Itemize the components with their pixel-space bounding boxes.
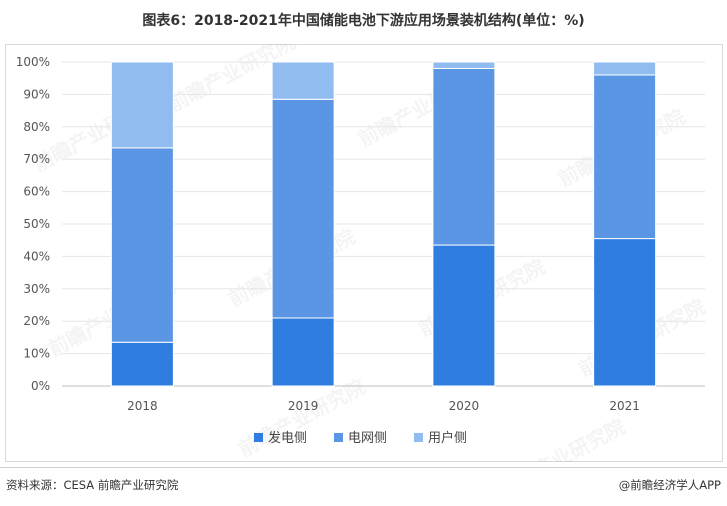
chart-svg: 前瞻产业研究院前瞻产业研究院前瞻产业研究院前瞻产业研究院前瞻产业研究院前瞻产业研… (16, 44, 709, 462)
x-tick-label: 2021 (609, 399, 640, 413)
y-tick-label: 100% (16, 55, 50, 69)
y-tick-label: 50% (23, 217, 50, 231)
legend-item: 电网侧 (334, 431, 387, 446)
bar-segment (593, 61, 657, 76)
legend-swatch (254, 433, 263, 442)
credit-note: @前瞻经济学人APP (618, 478, 721, 492)
legend-swatch (414, 433, 423, 442)
y-tick-label: 60% (23, 185, 50, 199)
y-tick-label: 90% (23, 87, 50, 101)
y-tick-label: 40% (23, 249, 50, 263)
chart-frame (5, 44, 723, 462)
bar-segment (432, 67, 496, 246)
footer-divider (0, 467, 727, 468)
legend-swatch (334, 433, 343, 442)
x-tick-label: 2019 (288, 399, 319, 413)
bar-segment (593, 238, 657, 387)
source-note: 资料来源：CESA 前瞻产业研究院 (6, 478, 179, 492)
bar-segment (271, 98, 335, 319)
bar-segment (110, 61, 174, 149)
bar-segment (110, 341, 174, 387)
legend-item: 用户侧 (414, 430, 467, 446)
bar-segment (432, 244, 496, 387)
legend-label: 用户侧 (428, 430, 467, 446)
watermark-text: 前瞻产业研究院 (494, 414, 629, 462)
bar-segment (271, 61, 335, 100)
y-tick-label: 0% (31, 379, 50, 393)
bar-segment (432, 61, 496, 69)
legend-item: 发电侧 (254, 430, 307, 446)
y-tick-label: 70% (23, 152, 50, 166)
y-tick-label: 10% (23, 347, 50, 361)
legend-label: 发电侧 (268, 430, 307, 446)
y-tick-label: 30% (23, 282, 50, 296)
y-tick-label: 20% (23, 314, 50, 328)
x-tick-label: 2018 (127, 399, 158, 413)
bar-segment (593, 74, 657, 240)
x-tick-label: 2020 (449, 399, 480, 413)
watermark-text: 前瞻产业研究院 (234, 374, 369, 461)
bar-segment (271, 317, 335, 387)
bar-segment (110, 147, 174, 343)
y-tick-label: 80% (23, 120, 50, 134)
chart-title: 图表6：2018-2021年中国储能电池下游应用场景装机结构(单位：%) (142, 13, 585, 29)
legend-label: 电网侧 (348, 431, 387, 446)
